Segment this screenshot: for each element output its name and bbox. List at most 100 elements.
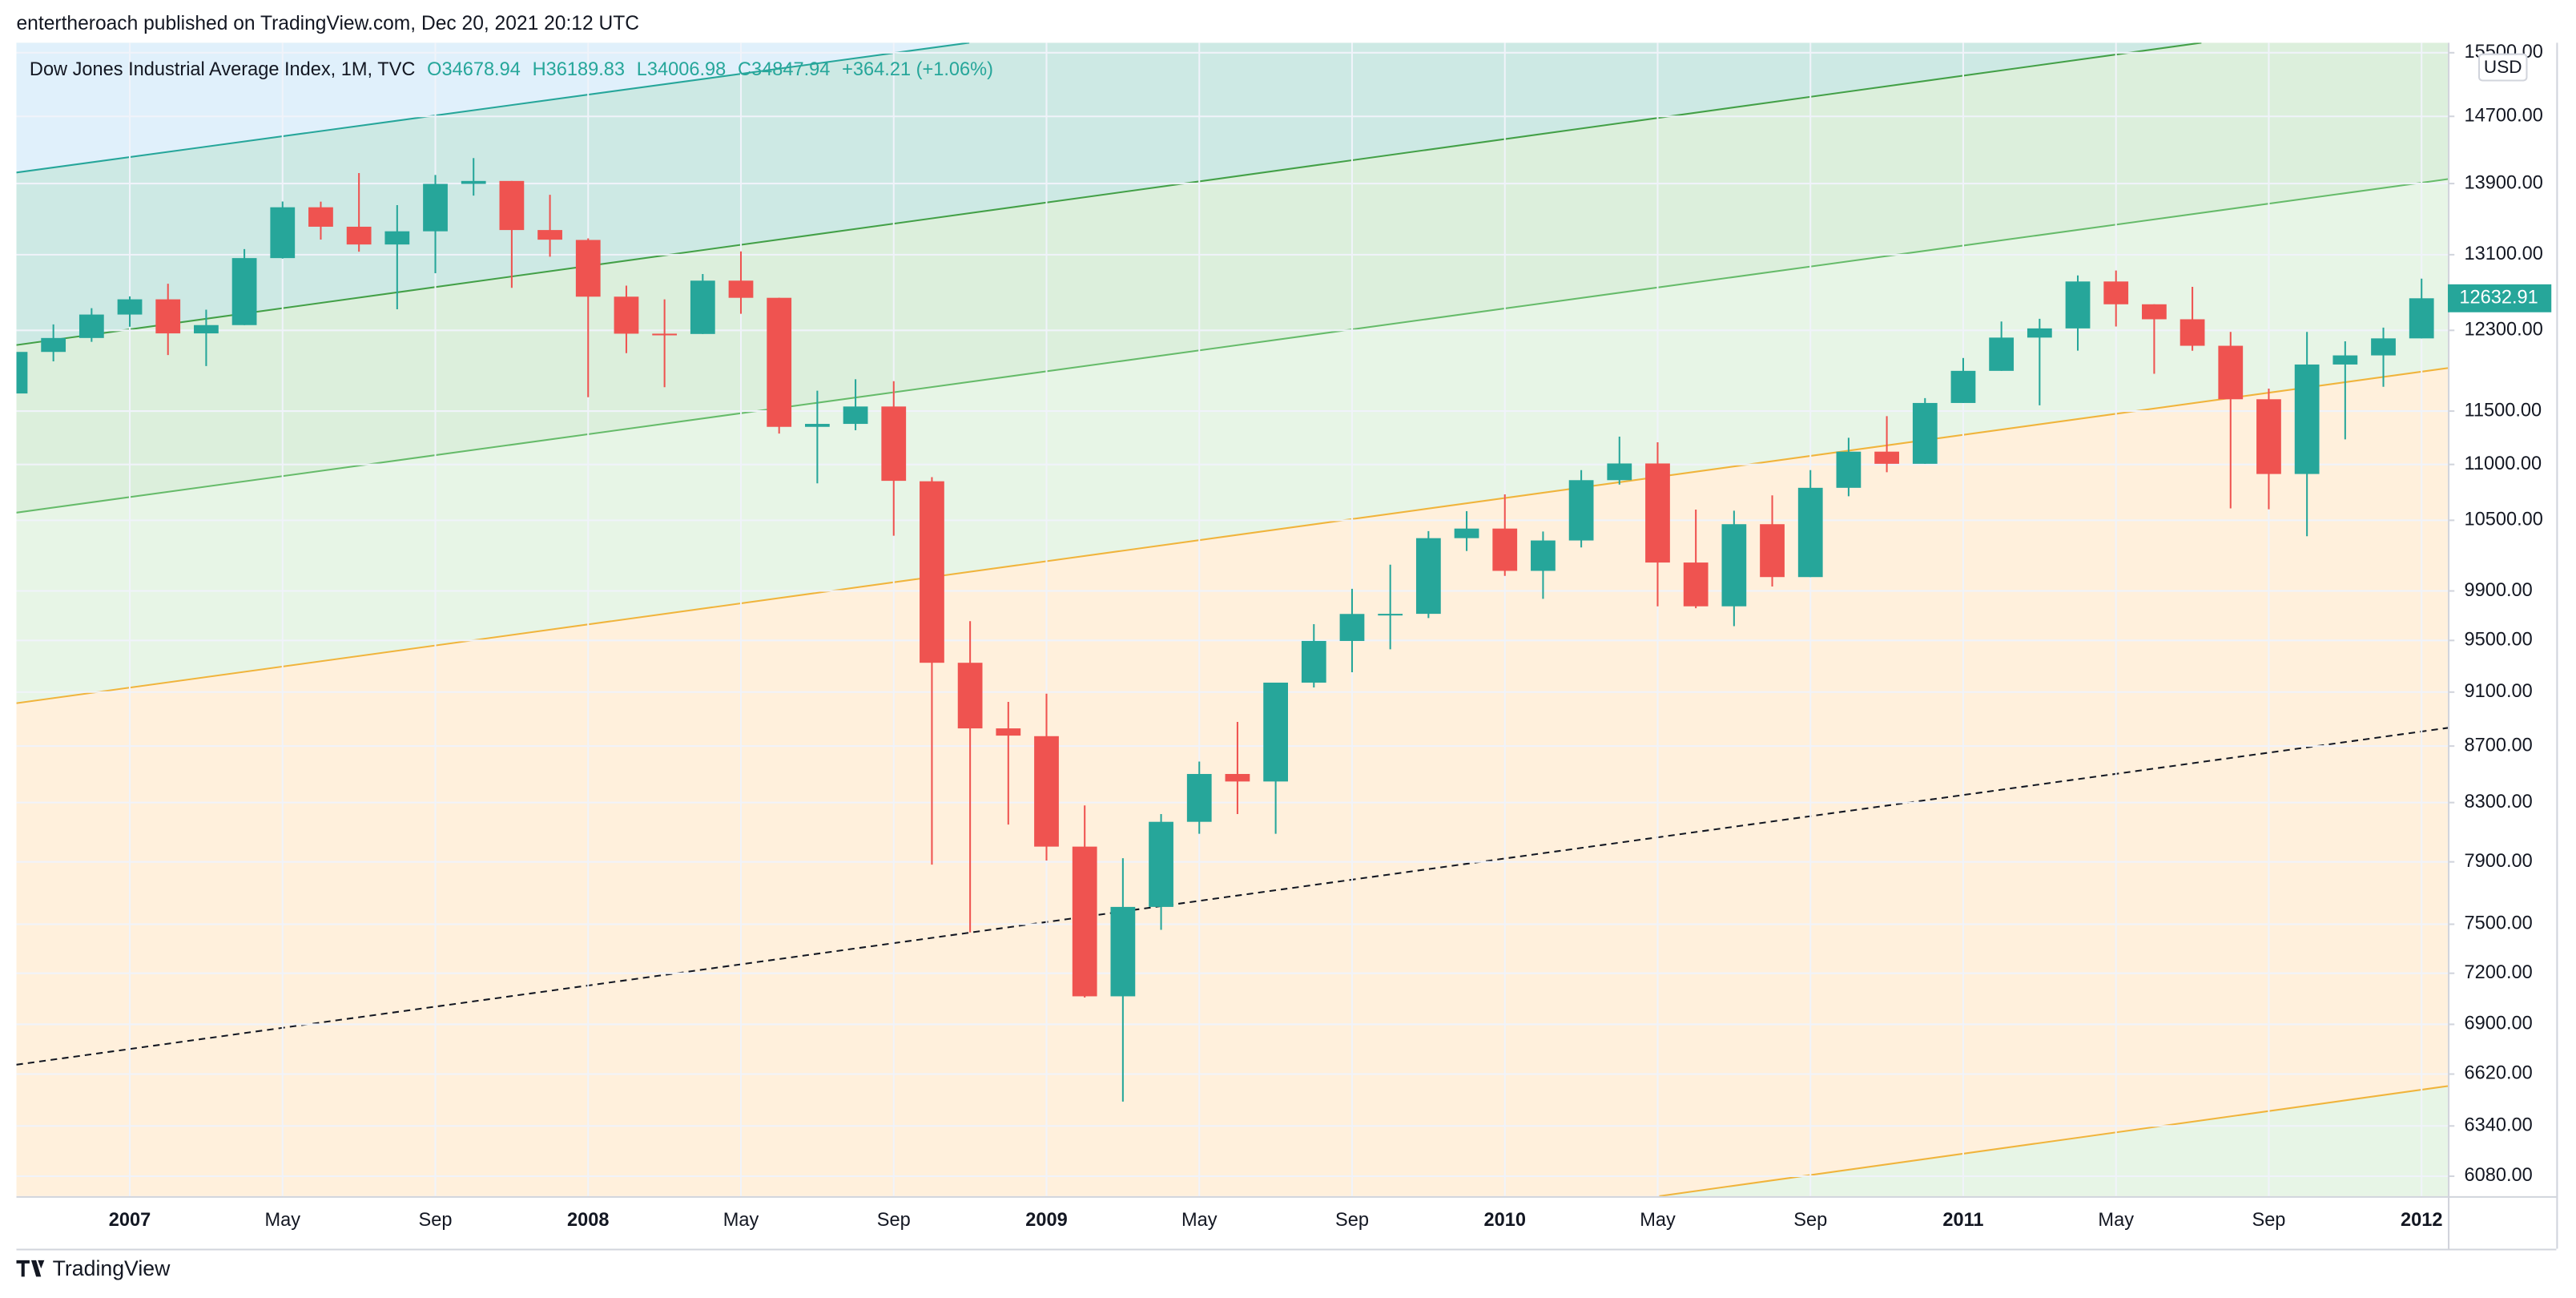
channel-line (16, 42, 2202, 346)
candle-body (1454, 528, 1479, 538)
candle-body (1836, 451, 1862, 488)
x-tick-label: Sep (877, 1209, 911, 1230)
candle-body (1568, 480, 1594, 541)
axes: 6080.00 6340.00 6620.00 6900.00 7200.00 7500.… (109, 41, 2552, 1230)
currency-badge: USD (2477, 53, 2528, 82)
candle-body (881, 406, 907, 482)
candle-body (1225, 773, 1250, 782)
candle-body (1492, 528, 1518, 571)
y-tick-label: 14700.00 (2465, 104, 2543, 125)
candle-body (1186, 773, 1212, 822)
candle-body (805, 424, 830, 427)
y-tick-label: 9900.00 (2465, 579, 2533, 600)
y-tick-label: 6340.00 (2465, 1115, 2533, 1135)
currency-label: USD (2484, 57, 2522, 77)
x-tick-label: May (723, 1209, 759, 1230)
candle-body (996, 728, 1021, 736)
channel-line (16, 42, 970, 174)
last-price-label: 12632.91 (2459, 287, 2538, 308)
candle-body (2180, 319, 2205, 346)
candle-body (1415, 538, 1441, 615)
x-tick-label: May (265, 1209, 301, 1230)
currency-box (2477, 53, 2528, 82)
candle-body (537, 230, 562, 240)
logo-icon (16, 1260, 45, 1277)
candle-body (690, 280, 715, 334)
candle-body (2371, 338, 2396, 356)
candle-body (1989, 337, 2015, 371)
close-value: C34847.94 (738, 58, 830, 79)
y-tick-label: 6900.00 (2465, 1013, 2533, 1034)
candle-body (308, 207, 333, 227)
x-tick-label: Sep (419, 1209, 453, 1230)
x-tick-label: 2010 (1484, 1209, 1526, 1230)
candle-body (2332, 355, 2358, 365)
y-tick-label: 7200.00 (2465, 961, 2533, 982)
x-tick-label: Sep (1335, 1209, 1369, 1230)
y-tick-label: 8300.00 (2465, 791, 2533, 812)
y-tick-label: 7900.00 (2465, 850, 2533, 871)
channel-line (16, 178, 2449, 514)
candle-body (499, 180, 525, 231)
candle-body (194, 324, 219, 334)
candle-body (2294, 364, 2320, 474)
high-value: H36189.83 (533, 58, 625, 79)
candle-body (117, 299, 143, 315)
footer-logo: TradingView (16, 1256, 171, 1280)
x-tick-label: May (1181, 1209, 1218, 1230)
candle-body (16, 352, 28, 394)
candle-body (41, 337, 66, 353)
candle-body (767, 297, 792, 427)
candle-body (1149, 821, 1173, 907)
candle-body (920, 481, 944, 663)
candle-body (1912, 402, 1938, 464)
candle-body (1301, 640, 1326, 683)
candle-body (2256, 399, 2281, 474)
candle-body (728, 280, 754, 298)
x-tick-label: May (2098, 1209, 2134, 1230)
candle-body (2103, 281, 2129, 304)
candle-body (2409, 298, 2434, 339)
publisher-line: entertheroach published on TradingView.c… (17, 13, 640, 34)
candles (16, 158, 2434, 1102)
y-tick-label: 11500.00 (2465, 399, 2542, 420)
candle-body (2218, 345, 2244, 400)
x-tick-label: 2012 (2401, 1209, 2442, 1230)
candle-body (2027, 328, 2052, 338)
candle-body (2142, 304, 2167, 320)
candle-body (270, 207, 296, 259)
candle-body (1683, 562, 1709, 607)
channel-line (16, 367, 2449, 704)
candle-body (1263, 682, 1288, 782)
candle-body (2065, 281, 2091, 329)
y-tick-label: 9100.00 (2465, 680, 2533, 701)
x-tick-label: Sep (1793, 1209, 1827, 1230)
y-tick-label: 7500.00 (2465, 913, 2533, 933)
change-value: +364.21 (+1.06%) (842, 58, 993, 79)
y-tick-label: 11000.00 (2465, 453, 2542, 474)
y-tick-label: 8700.00 (2465, 734, 2533, 755)
y-tick-label: 13100.00 (2465, 243, 2543, 264)
candle-body (1378, 614, 1403, 616)
candle-body (1645, 463, 1670, 563)
candle-body (575, 240, 601, 297)
candle-body (1721, 524, 1747, 607)
candle-body (346, 226, 372, 245)
candle-body (155, 299, 181, 334)
candle-body (957, 663, 983, 729)
brand-name: TradingView (53, 1256, 171, 1280)
symbol-legend: Dow Jones Industrial Average Index, 1M, … (30, 58, 993, 79)
candle-body (1339, 614, 1365, 641)
y-tick-label: 13900.00 (2465, 171, 2543, 192)
last-price-tag (2448, 284, 2552, 312)
x-tick-label: 2011 (1942, 1209, 1983, 1230)
candle-body (461, 180, 486, 184)
x-tick-label: 2007 (109, 1209, 151, 1230)
candle-body (1797, 487, 1823, 578)
candle-body (78, 314, 104, 338)
candle-body (843, 406, 868, 425)
x-tick-label: 2008 (567, 1209, 609, 1230)
candle-body (652, 333, 678, 336)
candle-body (614, 296, 639, 334)
